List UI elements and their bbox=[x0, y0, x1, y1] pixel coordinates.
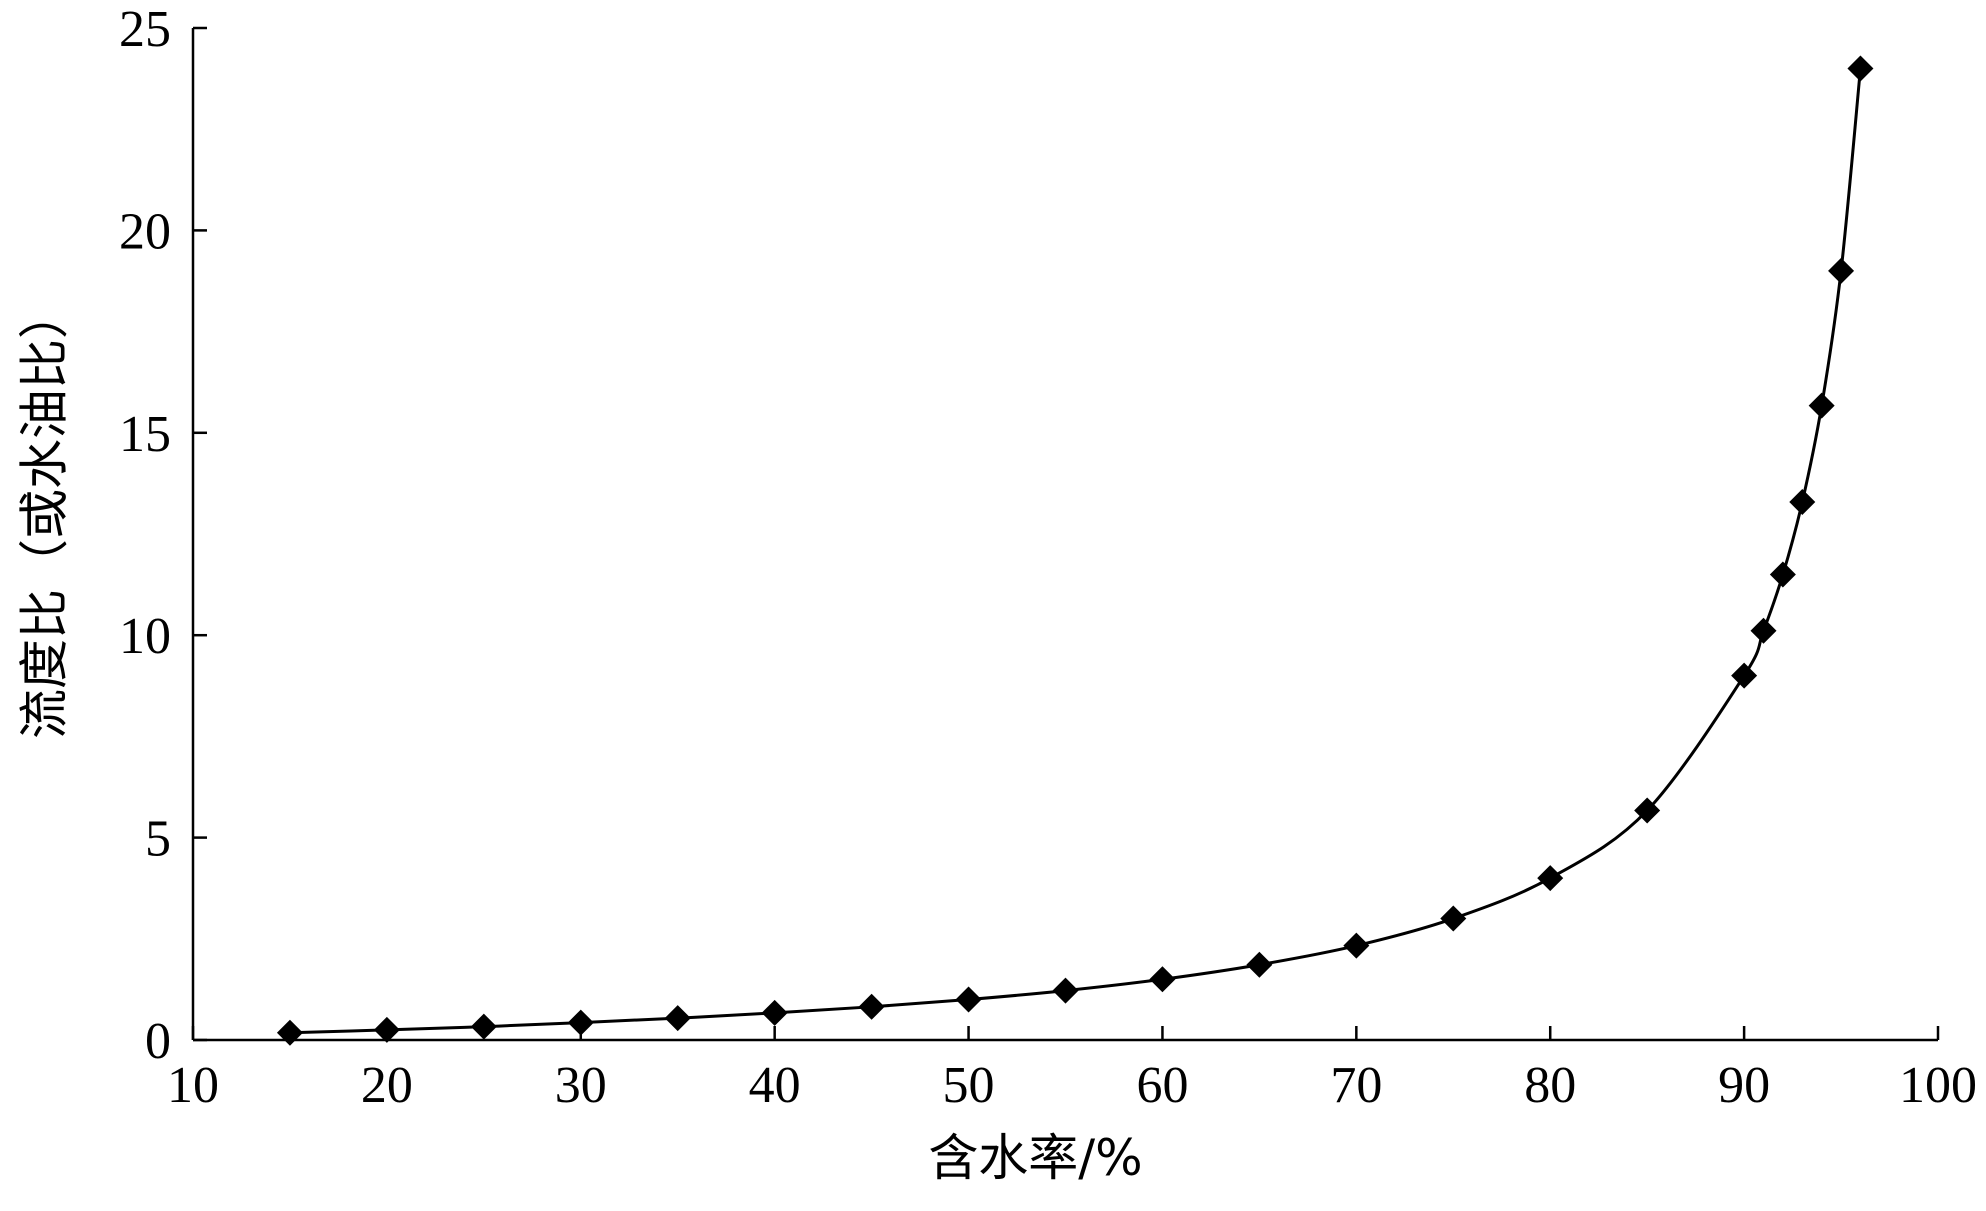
data-point-marker bbox=[761, 999, 788, 1026]
data-point-marker bbox=[1634, 797, 1661, 824]
x-tick-label: 20 bbox=[361, 1057, 413, 1114]
data-point-marker bbox=[1808, 392, 1835, 419]
x-tick-label: 10 bbox=[167, 1057, 219, 1114]
data-point-marker bbox=[1246, 951, 1273, 978]
data-point-marker bbox=[1343, 932, 1370, 959]
y-axis-title: 流度比（或水油比） bbox=[16, 289, 74, 739]
series-line bbox=[289, 68, 1862, 1035]
y-tick-label: 25 bbox=[119, 1, 171, 58]
x-tick-label: 70 bbox=[1330, 1057, 1382, 1114]
data-point-marker bbox=[1731, 662, 1758, 689]
data-point-marker bbox=[276, 1019, 303, 1046]
y-tick-label: 5 bbox=[145, 811, 171, 868]
series bbox=[276, 55, 1874, 1046]
data-point-marker bbox=[664, 1005, 691, 1032]
x-axis-title: 含水率/% bbox=[928, 1129, 1142, 1187]
data-point-marker bbox=[1847, 55, 1874, 82]
data-point-marker bbox=[1052, 977, 1079, 1004]
y-tick-label: 20 bbox=[119, 203, 171, 260]
data-point-marker bbox=[1750, 617, 1777, 644]
data-point-marker bbox=[858, 993, 885, 1020]
data-point-marker bbox=[470, 1013, 497, 1040]
data-point-marker bbox=[373, 1016, 400, 1043]
data-point-marker bbox=[1789, 489, 1816, 516]
data-point-marker bbox=[1828, 257, 1855, 284]
x-tick-label: 60 bbox=[1136, 1057, 1188, 1114]
x-tick-label: 80 bbox=[1524, 1057, 1576, 1114]
data-point-marker bbox=[1537, 865, 1564, 892]
data-point-marker bbox=[1440, 905, 1467, 932]
data-point-marker bbox=[955, 986, 982, 1013]
data-point-marker bbox=[1769, 561, 1796, 588]
data-point-marker bbox=[1149, 966, 1176, 993]
x-tick-label: 30 bbox=[555, 1057, 607, 1114]
x-tick-label: 100 bbox=[1899, 1057, 1977, 1114]
y-tick-label: 15 bbox=[119, 406, 171, 463]
x-tick-label: 40 bbox=[749, 1057, 801, 1114]
x-tick-label: 90 bbox=[1718, 1057, 1770, 1114]
x-tick-label: 50 bbox=[943, 1057, 995, 1114]
ticks: 0 5 10 15 20 25 10 20 30 40 50 60 70 80 90 100 bbox=[119, 1, 1977, 1114]
axes bbox=[191, 28, 1938, 1042]
y-tick-label: 10 bbox=[119, 608, 171, 665]
data-point-marker bbox=[567, 1009, 594, 1036]
y-tick-label: 0 bbox=[145, 1013, 171, 1070]
